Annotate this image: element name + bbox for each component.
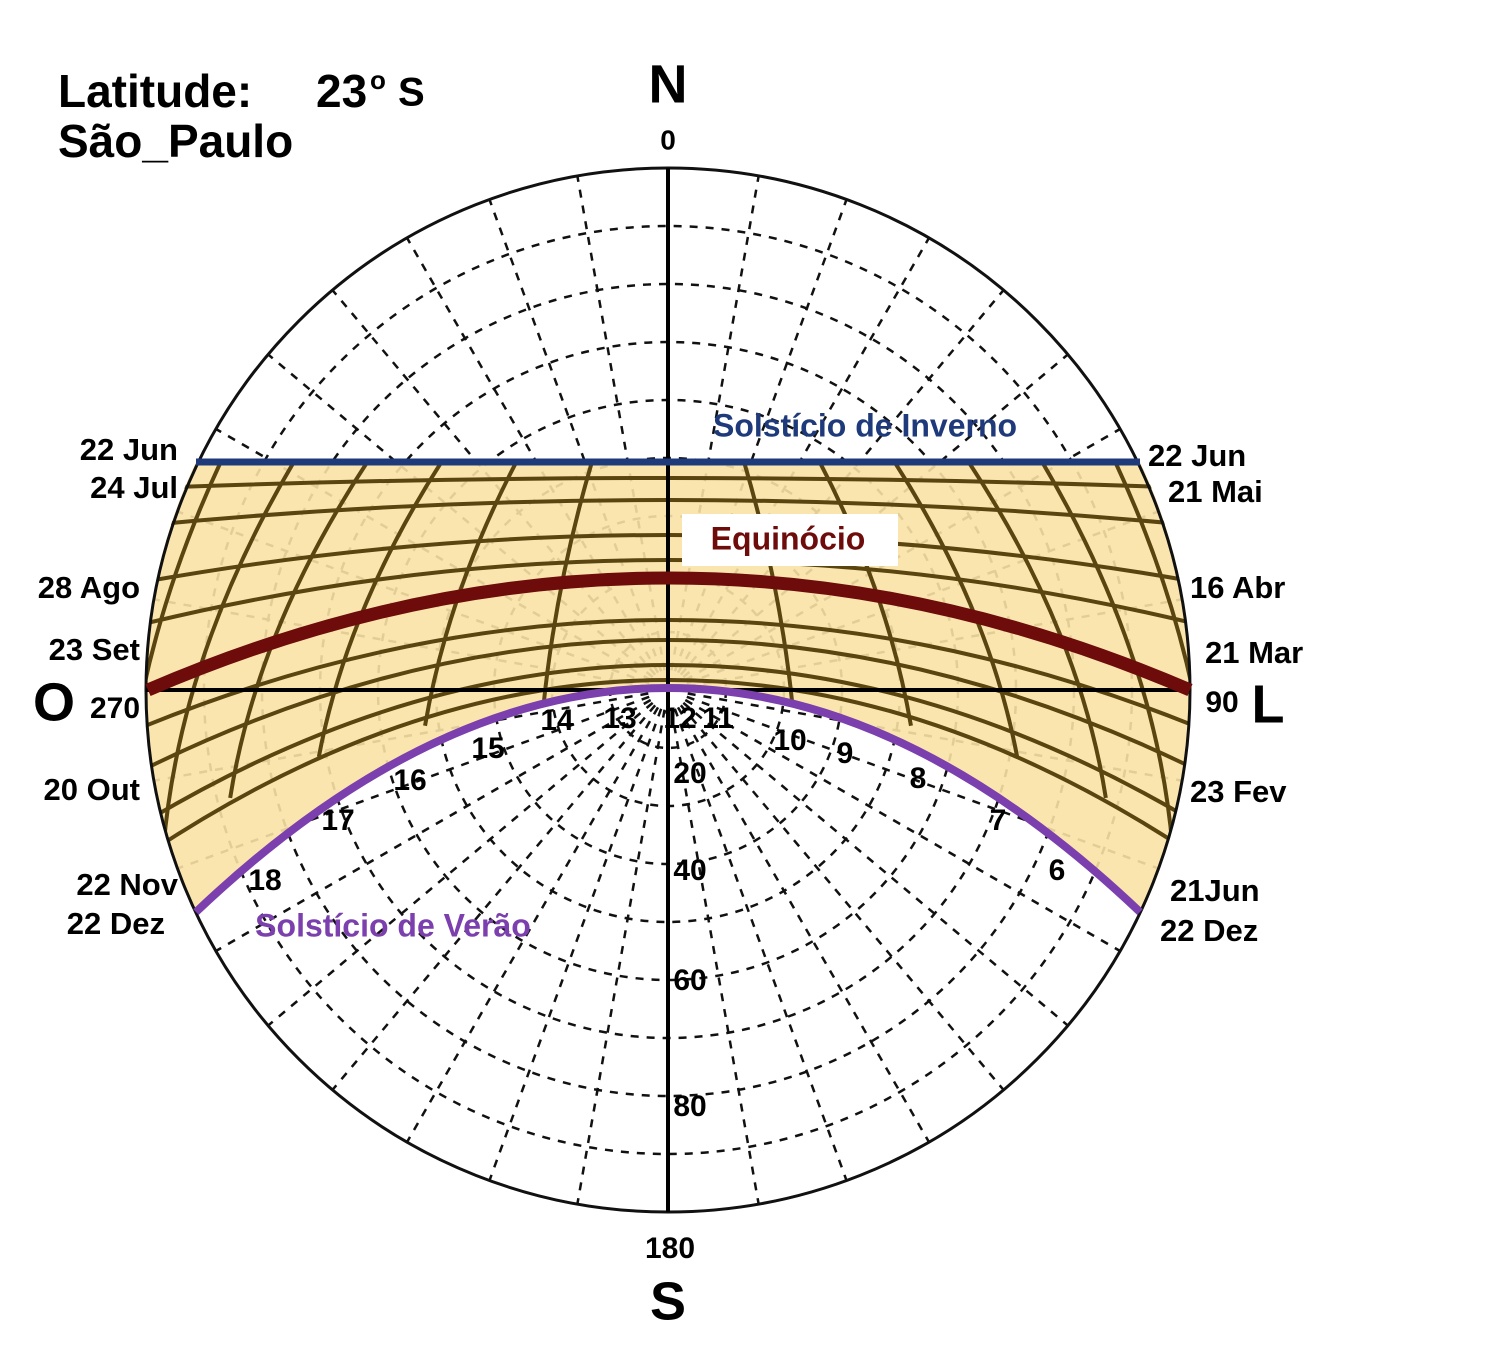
date-label-left: 28 Ago (38, 570, 140, 605)
degree-sign: o (370, 65, 386, 95)
date-label-left: 20 Out (44, 772, 140, 807)
cardinal-south: S (650, 1271, 686, 1331)
date-label-right: 22 Jun (1148, 438, 1246, 473)
date-label-right: 16 Abr (1190, 570, 1285, 605)
cardinal-north: N (649, 54, 688, 114)
date-label-left: 22 Nov (76, 867, 178, 902)
hour-line (316, 462, 448, 758)
hour-label: 8 (910, 762, 927, 795)
hour-line (1036, 462, 1175, 848)
date-label-left: 23 Set (49, 632, 140, 667)
hour-label: 14 (540, 704, 574, 737)
hour-line (888, 462, 1020, 758)
azimuth-ray (670, 709, 760, 1205)
azimuth-ray (679, 704, 1005, 1091)
azimuth-south: 180 (645, 1232, 695, 1265)
date-label-left: 22 Dez (67, 906, 165, 941)
azimuth-ray (682, 701, 1069, 1027)
azimuth-ray (684, 698, 1121, 953)
altitude-label: 40 (673, 854, 706, 887)
latitude-label: Latitude: (58, 65, 252, 117)
altitude-label: 20 (673, 757, 706, 790)
altitude-label: 60 (673, 964, 706, 997)
equinox-label-box (682, 514, 898, 566)
hour-label: 10 (773, 724, 806, 757)
date-label-right: 21 Mai (1168, 474, 1263, 509)
azimuth-ray (576, 709, 666, 1205)
hour-label: 18 (248, 864, 281, 897)
azimuth-ray (215, 698, 652, 953)
hour-line (962, 462, 1108, 799)
summer-solstice-label: Solstício de Verão (255, 907, 531, 943)
date-label-left: 24 Jul (90, 470, 178, 505)
cardinal-west: O (33, 672, 75, 732)
azimuth-ray (488, 708, 663, 1181)
hour-line (228, 462, 374, 799)
azimuth-ray (676, 706, 931, 1143)
equinox-curve (145, 571, 1193, 696)
hour-label: 12 (663, 702, 696, 735)
date-label-right: 21Jun (1170, 873, 1260, 908)
altitude-label: 80 (673, 1090, 706, 1123)
azimuth-north: 0 (660, 124, 676, 155)
azimuth-west: 270 (90, 692, 140, 725)
equinox-label: Equinócio (711, 520, 866, 556)
latitude-degrees: 23 (316, 65, 367, 117)
date-label-right: 23 Fev (1190, 774, 1287, 809)
hour-label: 6 (1049, 854, 1066, 887)
azimuth-ray (267, 701, 654, 1027)
date-label-left: 22 Jun (80, 432, 178, 467)
hour-label: 13 (603, 702, 636, 735)
date-label-right: 21 Mar (1205, 635, 1303, 670)
hemisphere: S (398, 71, 425, 115)
hour-label: 7 (990, 804, 1007, 837)
hour-label: 15 (471, 732, 504, 765)
azimuth-ray (405, 706, 660, 1143)
hour-line (161, 462, 300, 848)
cardinal-east: L (1252, 674, 1285, 734)
azimuth-ray (331, 704, 657, 1091)
azimuth-ray (673, 708, 848, 1181)
azimuth-east: 90 (1205, 686, 1238, 719)
summer-solstice-curve (193, 684, 1143, 915)
city: São_Paulo (58, 115, 293, 167)
hour-label: 16 (393, 764, 426, 797)
hour-label: 9 (837, 737, 854, 770)
hour-label: 11 (702, 702, 734, 735)
hour-label: 17 (321, 804, 354, 837)
date-label-right: 22 Dez (1160, 913, 1258, 948)
winter-solstice-label: Solstício de Inverno (713, 407, 1017, 443)
